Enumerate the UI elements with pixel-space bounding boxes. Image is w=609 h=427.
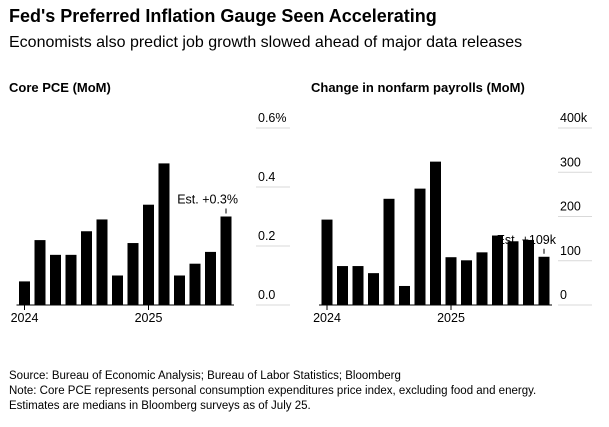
bar [399,285,410,305]
y-tick-label: 100 [560,244,581,258]
bar [523,239,534,305]
bar [65,254,77,305]
bar [34,240,46,305]
bar [538,256,550,305]
x-tick-label: 2025 [135,311,163,325]
bar [368,273,379,305]
bar [19,281,30,305]
bar [383,198,395,305]
bar [337,266,348,305]
source: Source: Bureau of Economic Analysis; Bur… [9,370,401,382]
bar [220,216,232,305]
y-tick-label: 0.4 [258,170,275,184]
bar [507,241,519,305]
chart-title: Change in nonfarm payrolls (MoM) [311,80,525,95]
x-tick-label: 2024 [313,311,341,325]
x-tick-label: 2025 [437,311,465,325]
bar [96,219,108,305]
bar [430,161,441,305]
bar [174,275,185,305]
bar [189,263,201,305]
bar [352,266,364,305]
y-tick-label: 0.6% [258,111,287,125]
title: Fed's Preferred Inflation Gauge Seen Acc… [9,6,437,26]
bar [112,275,123,305]
annotation: Est. +109k [497,233,557,247]
y-tick-label: 0.2 [258,229,275,243]
bar [414,188,426,305]
bar [205,251,216,305]
y-tick-label: 0 [560,288,567,302]
bar [158,163,170,305]
bar [492,235,503,305]
chart-title: Core PCE (MoM) [9,80,111,95]
note: Estimates are medians in Bloomberg surve… [9,400,311,412]
annotation: Est. +0.3% [177,193,238,207]
bar [445,257,457,305]
bar [461,260,472,305]
bar [81,231,92,305]
y-tick-label: 300 [560,155,581,169]
subtitle: Economists also predict job growth slowe… [9,34,522,51]
bar [127,243,139,305]
y-tick-label: 400k [560,111,588,125]
y-tick-label: 0.0 [258,288,275,302]
bar [143,204,154,305]
x-tick-label: 2024 [11,311,39,325]
bar [476,252,488,305]
bar [50,254,61,305]
y-tick-label: 200 [560,200,581,214]
note: Note: Core PCE represents personal consu… [9,385,536,397]
bar [321,219,333,305]
